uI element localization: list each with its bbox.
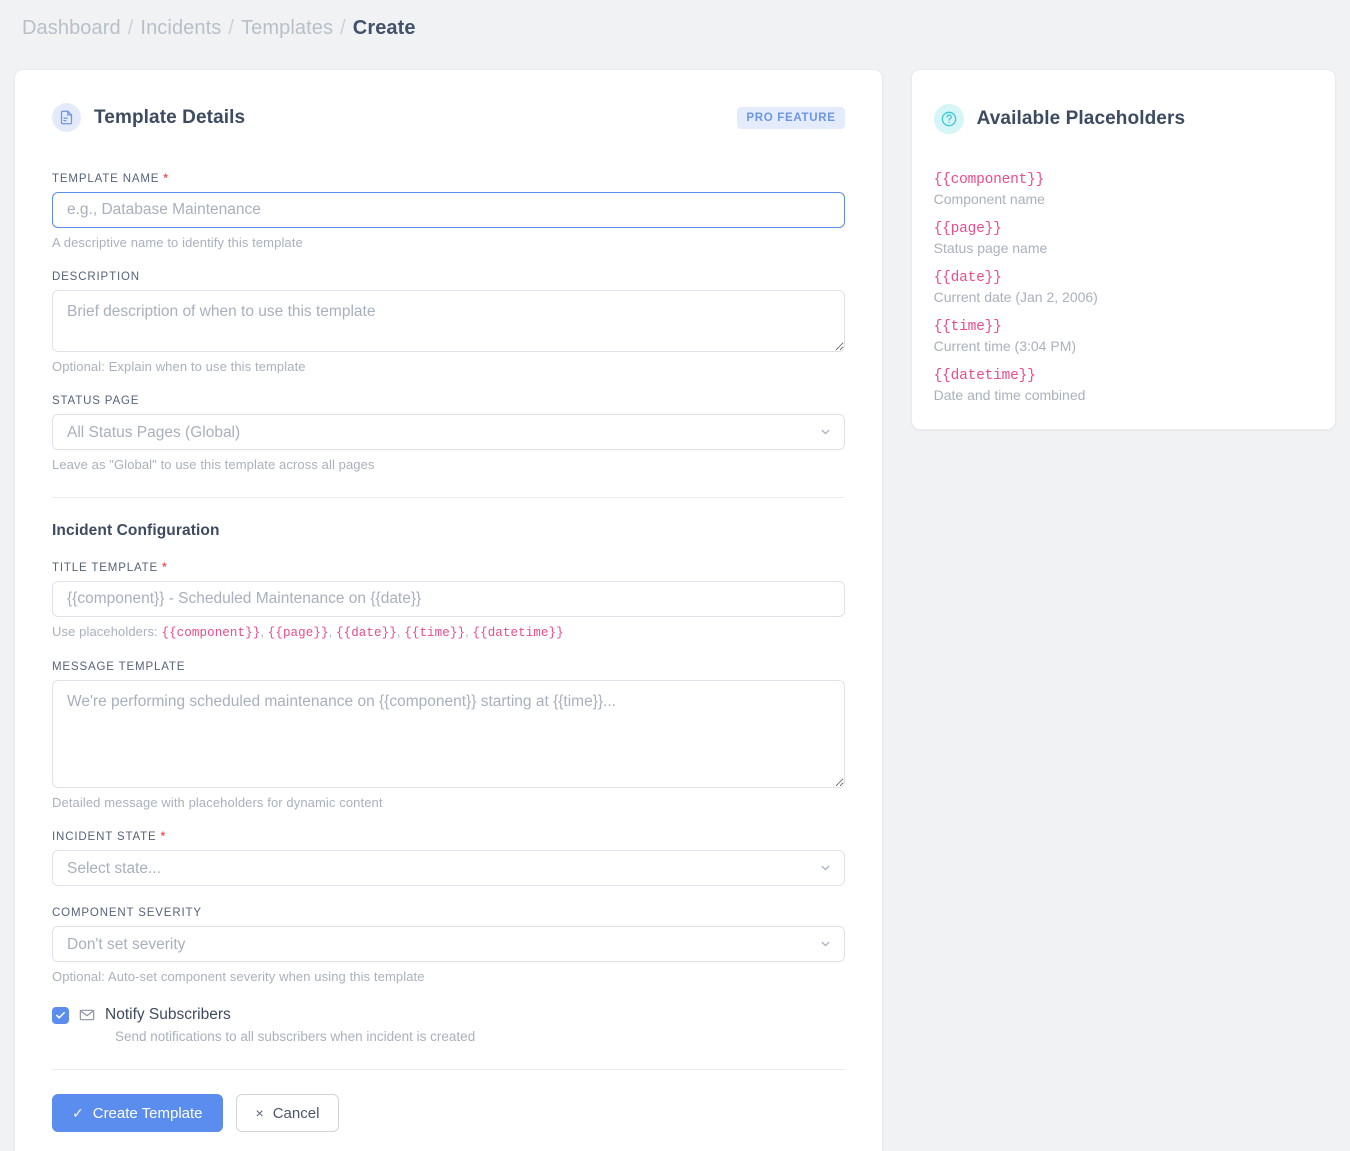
create-template-button[interactable]: ✓ Create Template	[52, 1094, 223, 1133]
component-severity-select-wrap: Don't set severity	[52, 926, 845, 963]
section-divider	[52, 497, 845, 499]
message-template-hint: Detailed message with placeholders for d…	[52, 795, 383, 811]
check-icon	[56, 1011, 65, 1019]
incident-state-label-text: INCIDENT STATE	[52, 831, 157, 844]
placeholder-code: {{component}}	[161, 626, 261, 641]
envelope-icon	[79, 1007, 95, 1023]
notify-subscribers-sub: Send notifications to all subscribers wh…	[115, 1029, 476, 1045]
incident-state-select[interactable]: Select state...	[52, 850, 845, 887]
list-item: {{datetime}} Date and time combined	[934, 368, 1313, 403]
breadcrumb-separator: /	[228, 17, 235, 39]
template-name-label-text: TEMPLATE NAME	[52, 173, 160, 186]
title-template-hint-prefix: Use placeholders:	[52, 624, 158, 640]
help-circle-icon	[933, 103, 964, 134]
placeholder-code: {{component}}	[933, 171, 1045, 188]
card-header: Template Details PRO FEATURE	[52, 94, 845, 141]
status-page-label: STATUS PAGE	[52, 395, 140, 408]
close-icon: ×	[255, 1105, 264, 1122]
breadcrumb-separator: /	[340, 17, 346, 39]
notify-subscribers-row[interactable]: Notify Subscribers	[52, 1006, 845, 1024]
component-severity-label: COMPONENT SEVERITY	[52, 907, 202, 920]
list-item: {{component}} Component name	[934, 172, 1313, 207]
breadcrumb-item-create: Create	[352, 17, 416, 39]
sidebar-header: Available Placeholders	[933, 92, 1313, 146]
description-label: DESCRIPTION	[52, 271, 140, 284]
placeholder-code: {{time}}	[933, 318, 1002, 335]
breadcrumb-separator: /	[127, 17, 134, 39]
list-item: {{date}} Current date (Jan 2, 2006)	[934, 270, 1313, 305]
placeholder-code: {{datetime}}	[933, 367, 1036, 384]
field-description: DESCRIPTION Optional: Explain when to us…	[52, 271, 845, 374]
required-marker: *	[163, 173, 169, 186]
title-template-input[interactable]	[52, 581, 845, 618]
placeholder-code: {{page}}	[267, 626, 329, 641]
placeholder-code: {{datetime}}	[472, 626, 564, 641]
placeholder-code: {{time}}	[404, 626, 466, 641]
placeholder-description: Current time (3:04 PM)	[933, 337, 1077, 354]
breadcrumb-item-dashboard[interactable]: Dashboard	[22, 17, 121, 39]
status-page-select[interactable]: All Status Pages (Global)	[52, 414, 845, 451]
notify-subscribers-label: Notify Subscribers	[105, 1006, 231, 1024]
create-template-label: Create Template	[92, 1104, 203, 1122]
incident-state-select-wrap: Select state...	[52, 850, 845, 887]
message-template-textarea[interactable]	[52, 680, 845, 789]
available-placeholders-card: Available Placeholders {{component}} Com…	[910, 69, 1336, 430]
template-details-card: Template Details PRO FEATURE TEMPLATE NA…	[14, 69, 883, 1151]
cancel-label: Cancel	[272, 1104, 320, 1122]
placeholder-list: {{component}} Component name {{page}} St…	[934, 172, 1313, 403]
message-template-label: MESSAGE TEMPLATE	[52, 661, 186, 674]
placeholder-code: {{date}}	[933, 269, 1002, 286]
breadcrumb-item-incidents[interactable]: Incidents	[140, 17, 222, 39]
form-actions: ✓ Create Template × Cancel	[52, 1094, 845, 1133]
footer-divider	[52, 1069, 845, 1071]
template-name-input[interactable]	[52, 192, 845, 229]
field-message-template: MESSAGE TEMPLATE Detailed message with p…	[52, 661, 845, 810]
field-component-severity: COMPONENT SEVERITY Don't set severity Op…	[52, 907, 845, 984]
card-header-left: Template Details	[52, 94, 245, 141]
status-page-select-wrap: All Status Pages (Global)	[52, 414, 845, 451]
component-severity-hint: Optional: Auto-set component severity wh…	[52, 969, 425, 985]
cancel-button[interactable]: × Cancel	[235, 1094, 340, 1133]
description-textarea[interactable]	[52, 290, 845, 353]
required-marker: *	[162, 562, 168, 575]
field-status-page: STATUS PAGE All Status Pages (Global) Le…	[52, 395, 845, 472]
status-page-hint: Leave as "Global" to use this template a…	[52, 457, 375, 473]
field-template-name: TEMPLATE NAME * A descriptive name to id…	[52, 173, 845, 250]
sidebar-title: Available Placeholders	[976, 107, 1186, 129]
title-template-hint: Use placeholders: {{component}}, {{page}…	[52, 624, 564, 641]
page-title: Template Details	[94, 106, 246, 128]
document-icon	[52, 103, 81, 133]
placeholder-description: Current date (Jan 2, 2006)	[933, 288, 1098, 305]
breadcrumb: Dashboard / Incidents / Templates / Crea…	[0, 0, 1350, 45]
template-name-hint: A descriptive name to identify this temp…	[52, 235, 303, 251]
required-marker: *	[160, 831, 166, 844]
placeholder-code: {{page}}	[933, 220, 1002, 237]
pro-feature-badge: PRO FEATURE	[737, 106, 845, 129]
title-template-label-text: TITLE TEMPLATE	[52, 562, 159, 575]
field-incident-state: INCIDENT STATE * Select state...	[52, 831, 845, 887]
field-title-template: TITLE TEMPLATE * Use placeholders: {{com…	[52, 562, 845, 640]
breadcrumb-item-templates[interactable]: Templates	[241, 17, 334, 39]
placeholder-code: {{date}}	[336, 626, 397, 641]
check-icon: ✓	[72, 1104, 84, 1121]
component-severity-select[interactable]: Don't set severity	[52, 926, 845, 963]
description-hint: Optional: Explain when to use this templ…	[52, 359, 306, 375]
list-item: {{time}} Current time (3:04 PM)	[934, 319, 1313, 354]
placeholder-description: Status page name	[933, 239, 1048, 256]
template-name-label: TEMPLATE NAME *	[52, 173, 845, 185]
content-columns: Template Details PRO FEATURE TEMPLATE NA…	[0, 69, 1350, 1151]
notify-subscribers-checkbox[interactable]	[52, 1006, 69, 1024]
incident-configuration-title: Incident Configuration	[52, 522, 220, 540]
placeholder-description: Component name	[933, 190, 1045, 207]
incident-state-label: INCIDENT STATE *	[52, 831, 845, 843]
list-item: {{page}} Status page name	[934, 221, 1313, 256]
placeholder-description: Date and time combined	[933, 386, 1086, 403]
title-template-label: TITLE TEMPLATE *	[52, 562, 845, 574]
